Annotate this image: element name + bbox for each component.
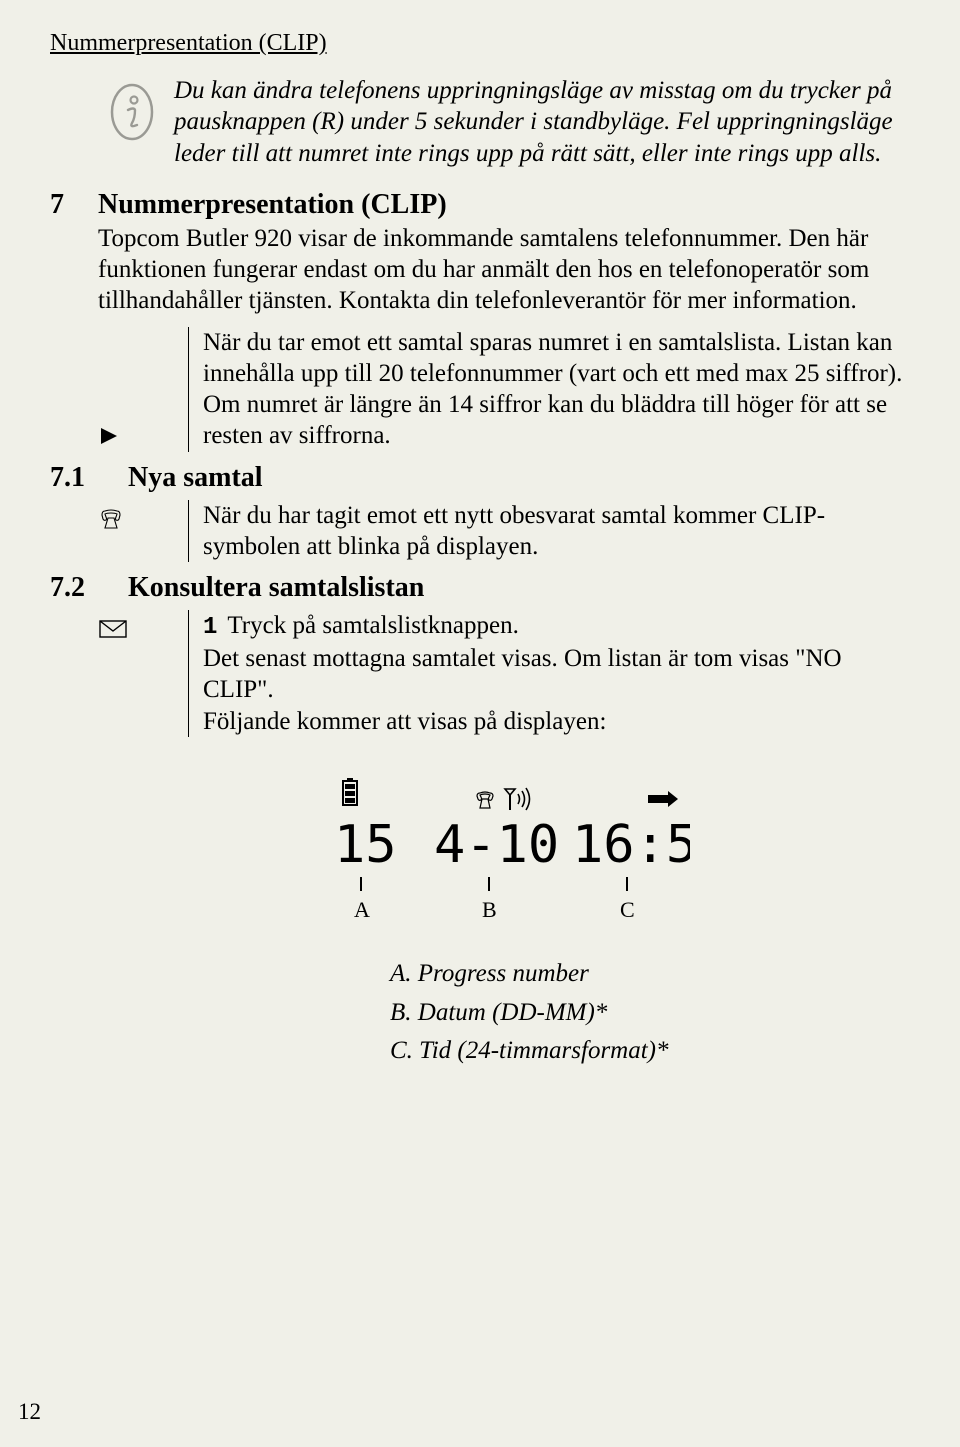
- info-note-block: Du kan ändra telefonens uppringningsläge…: [110, 75, 910, 169]
- step-text: Tryck på samtalslistknappen.: [227, 612, 518, 639]
- lcd-date: 4-10: [434, 816, 559, 872]
- lcd-label-row: A B C: [330, 897, 690, 927]
- section-7-2-rest: Det senast mottagna samtalet visas. Om l…: [203, 643, 910, 737]
- info-note-text: Du kan ändra telefonens uppringningsläge…: [174, 75, 910, 169]
- section-number: 7: [50, 189, 98, 221]
- section-title: Nummerpresentation (CLIP): [98, 189, 447, 221]
- info-icon: [110, 83, 154, 141]
- step-number: 1: [203, 614, 217, 641]
- section-7-2-steps: 1 Tryck på samtalslistknappen. Det senast…: [98, 610, 910, 737]
- call-antenna-icon: [474, 786, 532, 812]
- lcd-display-diagram: 15 4-10 16:57 A B C: [330, 777, 690, 927]
- section-title: Nya samtal: [128, 462, 263, 494]
- section-title: Konsultera samtalslistan: [128, 572, 424, 604]
- section-7-2-content: 1 Tryck på samtalslistknappen. Det senast…: [188, 610, 910, 737]
- section-7-note-text: När du tar emot ett samtal sparas numret…: [188, 327, 910, 452]
- page-header: Nummerpresentation (CLIP): [50, 30, 910, 57]
- play-right-icon: [98, 327, 188, 452]
- lcd-label-a: A: [354, 897, 370, 923]
- page-number: 12: [18, 1399, 41, 1425]
- section-number: 7.2: [50, 572, 128, 604]
- section-7-1-heading: 7.1 Nya samtal: [50, 462, 910, 494]
- legend-b: B. Datum (DD-MM)*: [390, 994, 910, 1033]
- lcd-readout: 15 4-10 16:57: [330, 816, 690, 877]
- lcd-label-c: C: [620, 897, 635, 923]
- lcd-label-b: B: [482, 897, 497, 923]
- lcd-tick-row: [330, 877, 690, 897]
- envelope-icon: [98, 610, 188, 737]
- section-7-2-heading: 7.2 Konsultera samtalslistan: [50, 572, 910, 604]
- lcd-icon-row: [330, 777, 690, 816]
- section-7-note: När du tar emot ett samtal sparas numret…: [98, 327, 910, 452]
- section-7-body: Topcom Butler 920 visar de inkommande sa…: [98, 223, 910, 317]
- lcd-prog: 15: [334, 816, 397, 872]
- lcd-legend: A. Progress number B. Datum (DD-MM)* C. …: [390, 955, 910, 1071]
- battery-icon: [340, 777, 360, 812]
- section-7-1-note: När du har tagit emot ett nytt obesvarat…: [98, 500, 910, 563]
- legend-c: C. Tid (24-timmarsformat)*: [390, 1032, 910, 1071]
- lcd-time: 16:57: [572, 816, 690, 872]
- legend-a: A. Progress number: [390, 955, 910, 994]
- section-7-1-note-text: När du har tagit emot ett nytt obesvarat…: [188, 500, 910, 563]
- section-7-heading: 7 Nummerpresentation (CLIP): [50, 189, 910, 221]
- section-number: 7.1: [50, 462, 128, 494]
- arrow-right-icon: [646, 791, 680, 812]
- handset-icon: [98, 500, 188, 563]
- step-1: 1 Tryck på samtalslistknappen.: [203, 610, 910, 643]
